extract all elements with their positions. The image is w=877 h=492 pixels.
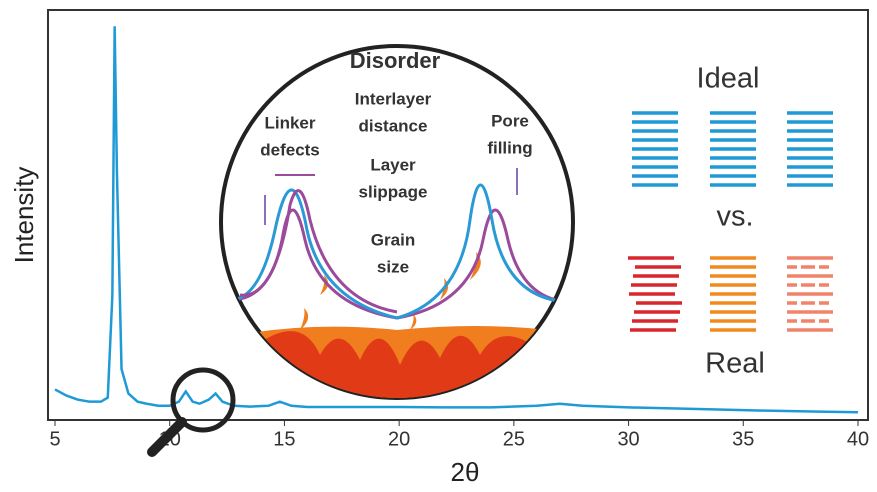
ideal-label: Ideal [697, 63, 760, 95]
inset-label: defects [260, 140, 320, 159]
layer-stack [787, 113, 833, 185]
layer-stack [628, 258, 682, 330]
real-label: Real [705, 348, 765, 380]
inset-label: slippage [359, 182, 428, 201]
y-axis-label: Intensity [9, 167, 39, 264]
inset-label: filling [487, 138, 532, 157]
inset-label: Layer [370, 155, 416, 174]
x-tick-label: 40 [847, 428, 869, 450]
inset-label: Pore [491, 111, 529, 130]
layer-stack [632, 113, 678, 185]
x-tick-label: 15 [273, 428, 295, 450]
inset-label: Grain [371, 230, 415, 249]
vs-label: vs. [716, 201, 753, 233]
x-tick-label: 25 [503, 428, 525, 450]
x-axis-label: 2θ [451, 457, 480, 487]
layer-stack [710, 258, 756, 330]
inset-label: size [377, 257, 409, 276]
inset-label: Linker [264, 113, 315, 132]
layer-stack [787, 258, 833, 330]
inset-title: Disorder [350, 48, 441, 73]
x-tick-label: 20 [388, 428, 410, 450]
layer-stack [710, 113, 756, 185]
magnifier [152, 370, 233, 452]
x-tick-label: 5 [49, 428, 60, 450]
inset-label: Interlayer [355, 89, 432, 108]
chart: 510152025303540 2θ Intensity DisorderInt… [0, 0, 877, 492]
x-tick-label: 35 [732, 428, 754, 450]
inset-label: distance [359, 116, 428, 135]
x-tick-label: 30 [617, 428, 639, 450]
